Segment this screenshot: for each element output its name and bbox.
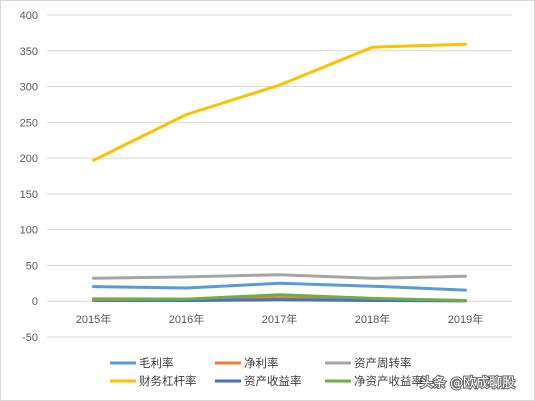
y-tick-label: 100	[20, 225, 38, 237]
watermark-text: 头条 @欧成聊股	[420, 375, 515, 391]
x-tick-label: 2015年	[76, 312, 111, 326]
legend-label: 财务杠杆率	[139, 374, 197, 388]
legend-label: 净资产收益率	[354, 374, 423, 388]
y-tick-label: 350	[20, 46, 38, 58]
legend-label: 资产周转率	[354, 356, 412, 370]
y-axis-ticks: -50 0 50 100 150 200 250 300 350 400	[20, 10, 38, 344]
y-tick-label: 50	[26, 260, 38, 272]
y-tick-label: 400	[20, 10, 38, 22]
x-tick-label: 2016年	[169, 312, 204, 326]
legend-label: 净利率	[244, 356, 279, 370]
x-axis-ticks: 2015年 2016年 2017年 2018年 2019年	[76, 312, 483, 326]
legend-label: 资产收益率	[244, 374, 302, 388]
y-tick-label: 300	[20, 82, 38, 94]
y-tick-label: 200	[20, 153, 38, 165]
y-tick-label: 0	[32, 296, 38, 308]
y-tick-label: -50	[22, 332, 38, 344]
series-line-3	[92, 273, 467, 280]
series-line-1	[92, 281, 467, 292]
y-tick-label: 250	[20, 117, 38, 129]
y-tick-label: 150	[20, 189, 38, 201]
series-lines	[92, 42, 467, 303]
x-tick-label: 2017年	[262, 312, 297, 326]
legend-label: 毛利率	[139, 356, 174, 370]
x-tick-label: 2019年	[448, 312, 483, 326]
x-tick-label: 2018年	[355, 312, 390, 326]
series-line-6	[92, 293, 467, 302]
series-line-4	[92, 42, 467, 162]
